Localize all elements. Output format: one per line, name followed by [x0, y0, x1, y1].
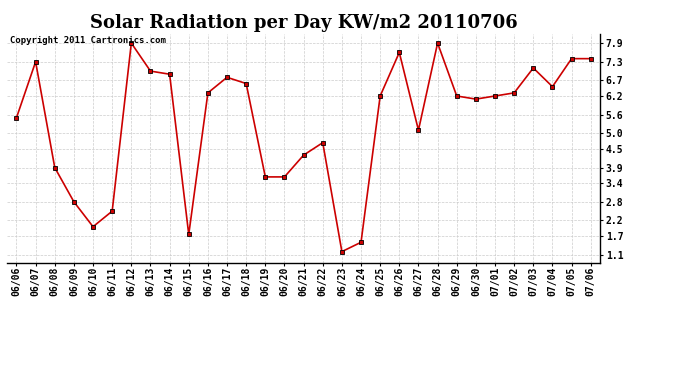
Text: Copyright 2011 Cartronics.com: Copyright 2011 Cartronics.com — [10, 36, 166, 45]
Title: Solar Radiation per Day KW/m2 20110706: Solar Radiation per Day KW/m2 20110706 — [90, 14, 518, 32]
